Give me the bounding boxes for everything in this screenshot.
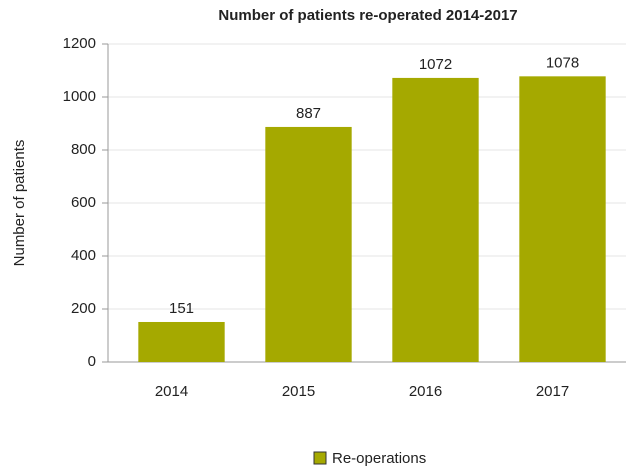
y-tick-label: 0 — [88, 353, 96, 370]
data-label: 1078 — [546, 54, 579, 71]
y-tick-label: 800 — [71, 141, 96, 158]
bar — [392, 77, 479, 363]
y-tick-label: 200 — [71, 300, 96, 317]
data-label: 1072 — [419, 56, 452, 73]
y-tick-label: 1000 — [63, 88, 96, 105]
data-label: 151 — [169, 300, 194, 317]
legend-swatch — [313, 451, 327, 465]
y-axis-label: Number of patients — [11, 140, 28, 267]
legend-label: Re-operations — [332, 450, 426, 467]
x-tick-label: 2014 — [155, 383, 188, 400]
x-tick-label: 2015 — [282, 383, 315, 400]
y-tick-label: 1200 — [63, 35, 96, 52]
x-tick-label: 2016 — [409, 383, 442, 400]
y-tick-label: 600 — [71, 194, 96, 211]
data-label: 887 — [296, 105, 321, 122]
bar — [519, 76, 606, 362]
y-tick-label: 400 — [71, 247, 96, 264]
chart-title: Number of patients re-operated 2014-2017 — [218, 7, 517, 24]
bar — [138, 321, 225, 362]
x-tick-label: 2017 — [536, 383, 569, 400]
bar — [265, 126, 352, 362]
